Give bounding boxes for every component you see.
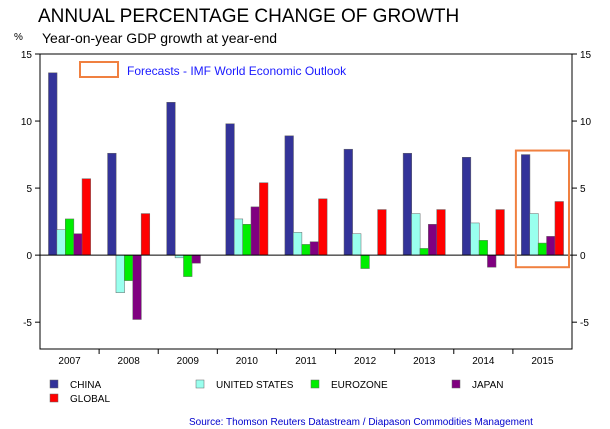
- bar-united-states-2013: [411, 213, 421, 256]
- bar-japan-2015: [546, 236, 556, 256]
- bar-japan-2008: [132, 254, 142, 320]
- y-tick-label-right: 5: [580, 184, 586, 195]
- bar-eurozone-2015: [537, 242, 547, 256]
- bar-global-2008: [140, 213, 151, 256]
- forecast-legend-label: Forecasts - IMF World Economic Outlook: [127, 64, 347, 78]
- legend-label-japan: JAPAN: [472, 380, 504, 391]
- bar-global-2007: [81, 178, 91, 256]
- bar-united-states-2015: [529, 213, 539, 256]
- y-axis-right: -5 0 5 10 15: [572, 50, 592, 329]
- bar-united-states-2008: [115, 254, 125, 293]
- x-tick-label: 2008: [118, 356, 141, 367]
- bar-united-states-2010: [233, 218, 244, 256]
- bar-japan-2009: [191, 254, 201, 264]
- bar-china-2009: [166, 102, 176, 256]
- chart-subtitle: Year-on-year GDP growth at year-end: [42, 30, 277, 46]
- legend-swatch-japan: [451, 379, 461, 389]
- chart-title: ANNUAL PERCENTAGE CHANGE OF GROWTH: [38, 6, 459, 27]
- legend: CHINA UNITED STATES EUROZONE JAPAN GLOBAL: [49, 379, 504, 405]
- bar-japan-2007: [73, 233, 83, 256]
- legend-swatch-united-states: [195, 379, 205, 389]
- bar-japan-2013: [428, 224, 438, 256]
- bar-china-2015: [521, 154, 531, 256]
- bar-eurozone-2008: [124, 254, 134, 281]
- bar-eurozone-2007: [65, 218, 75, 256]
- bar-eurozone-2010: [242, 224, 252, 256]
- bar-china-2012: [343, 148, 353, 256]
- bar-china-2013: [402, 152, 412, 256]
- bar-china-2014: [461, 157, 472, 256]
- y-tick-label-right: 10: [580, 117, 592, 128]
- y-tick-label-left: -5: [23, 318, 32, 329]
- legend-label-eurozone: EUROZONE: [331, 380, 388, 391]
- bar-china-2007: [48, 72, 58, 256]
- x-tick-label: 2010: [236, 356, 259, 367]
- y-tick-label-right: -5: [580, 318, 589, 329]
- bar-japan-2014: [487, 254, 497, 268]
- x-tick-label: 2014: [472, 356, 495, 367]
- x-tick-label: 2011: [295, 356, 317, 367]
- x-tick-label: 2013: [413, 356, 436, 367]
- y-axis-left: -5 0 5 10 15: [21, 50, 40, 329]
- bar-eurozone-2011: [301, 244, 311, 256]
- bar-eurozone-2014: [478, 240, 488, 256]
- bar-united-states-2014: [470, 222, 480, 256]
- y-tick-label-left: 10: [21, 117, 33, 128]
- legend-label-united-states: UNITED STATES: [216, 380, 294, 391]
- plot-frame: [39, 53, 573, 350]
- y-tick-label-left: 0: [26, 251, 32, 262]
- bar-united-states-2011: [293, 232, 303, 256]
- bar-japan-2011: [309, 241, 319, 256]
- y-tick-label-right: 15: [580, 50, 592, 61]
- x-tick-label: 2007: [58, 356, 81, 367]
- bar-global-2013: [436, 209, 446, 256]
- bar-china-2010: [225, 123, 235, 256]
- x-tick-label: 2009: [177, 356, 200, 367]
- bars: [48, 72, 564, 320]
- bar-global-2015: [554, 201, 564, 256]
- y-tick-label-left: 15: [21, 50, 33, 61]
- bar-eurozone-2013: [419, 248, 429, 256]
- forecast-legend-box: [79, 61, 119, 78]
- bar-china-2011: [284, 135, 294, 256]
- legend-swatch-global: [49, 393, 59, 403]
- bar-united-states-2012: [352, 233, 362, 256]
- bar-global-2010: [259, 182, 269, 256]
- x-axis: 2007 2008 2009 2010 2011 2012 2013 2014 2015: [58, 349, 554, 367]
- x-tick-label: 2015: [531, 356, 554, 367]
- y-tick-label-right: 0: [580, 251, 586, 262]
- bar-eurozone-2009: [183, 254, 193, 277]
- bar-global-2014: [495, 209, 505, 256]
- legend-label-global: GLOBAL: [70, 394, 110, 405]
- x-tick-label: 2012: [354, 356, 377, 367]
- y-tick-label-left: 5: [26, 184, 32, 195]
- bar-japan-2010: [250, 206, 260, 256]
- legend-swatch-china: [49, 379, 59, 389]
- bar-global-2012: [377, 209, 387, 256]
- bar-eurozone-2012: [360, 254, 370, 269]
- bar-united-states-2007: [56, 229, 66, 256]
- bar-china-2008: [107, 152, 117, 256]
- legend-swatch-eurozone: [310, 379, 320, 389]
- legend-label-china: CHINA: [70, 380, 101, 391]
- forecast-highlight-box: [514, 149, 571, 269]
- y-axis-unit: %: [14, 32, 23, 43]
- source-note: Source: Thomson Reuters Datastream / Dia…: [189, 417, 533, 428]
- bar-global-2011: [318, 198, 328, 256]
